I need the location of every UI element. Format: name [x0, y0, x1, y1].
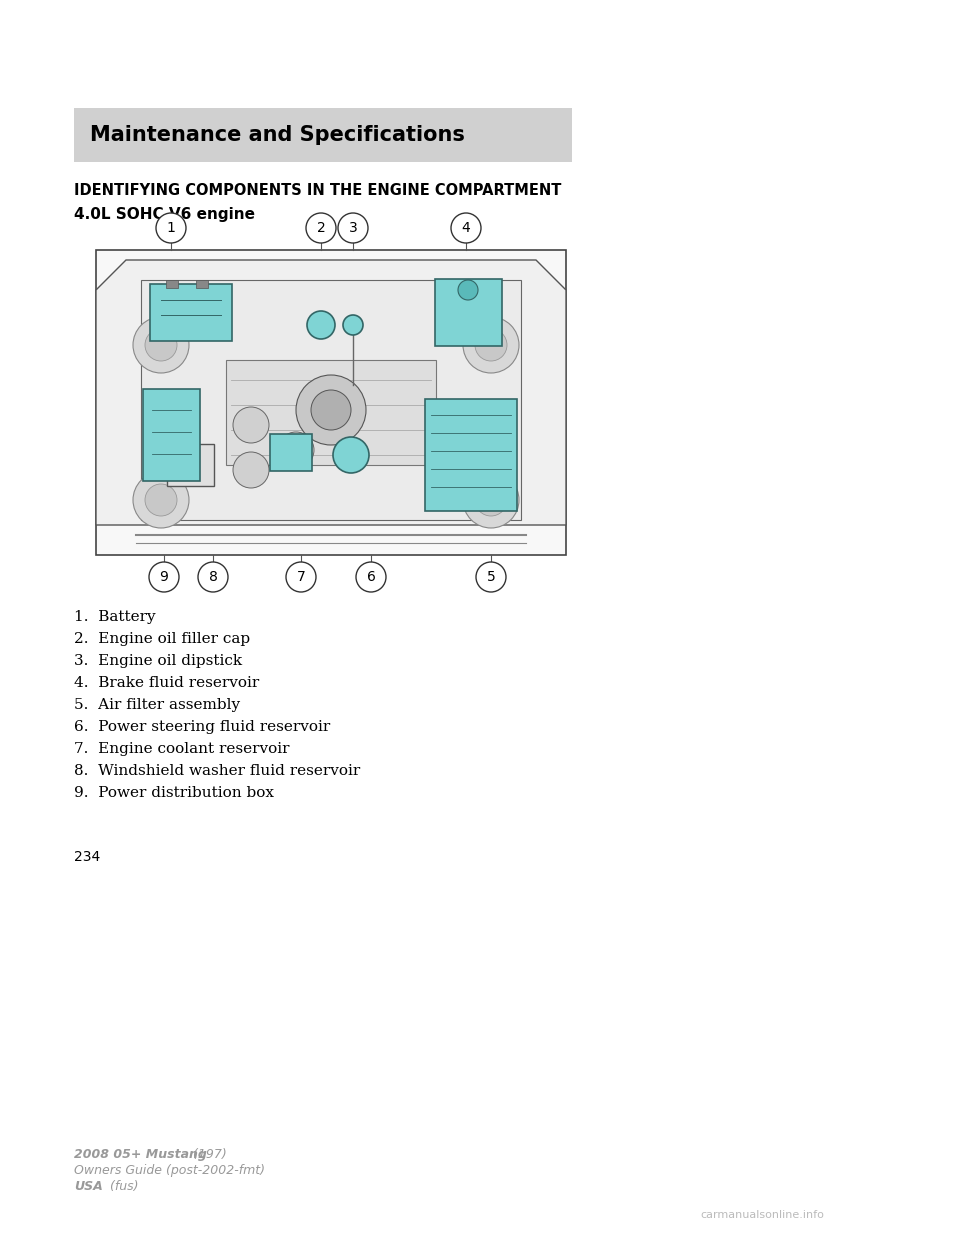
Text: 9.  Power distribution box: 9. Power distribution box	[74, 786, 274, 800]
Bar	[74, 108, 572, 161]
Circle shape	[156, 212, 186, 243]
Text: 2.  Engine oil filler cap: 2. Engine oil filler cap	[74, 632, 251, 646]
Text: (197): (197)	[189, 1148, 227, 1161]
Circle shape	[451, 212, 481, 243]
FancyBboxPatch shape	[143, 389, 200, 481]
Circle shape	[311, 390, 351, 430]
Text: 1: 1	[167, 221, 176, 235]
Circle shape	[343, 315, 363, 335]
Text: 4.0L SOHC V6 engine: 4.0L SOHC V6 engine	[74, 207, 255, 222]
Text: Maintenance and Specifications: Maintenance and Specifications	[90, 125, 465, 145]
Circle shape	[149, 561, 179, 592]
Text: USA: USA	[74, 1180, 103, 1194]
Circle shape	[476, 561, 506, 592]
Text: 7.  Engine coolant reservoir: 7. Engine coolant reservoir	[74, 741, 290, 756]
Circle shape	[333, 437, 369, 473]
Text: 5.  Air filter assembly: 5. Air filter assembly	[74, 698, 240, 712]
Circle shape	[133, 317, 189, 373]
Circle shape	[233, 452, 269, 488]
Text: 9: 9	[159, 570, 168, 584]
Circle shape	[296, 375, 366, 445]
Text: 6.  Power steering fluid reservoir: 6. Power steering fluid reservoir	[74, 720, 330, 734]
Text: carmanualsonline.info: carmanualsonline.info	[700, 1210, 824, 1220]
Circle shape	[233, 407, 269, 443]
Text: 2008 05+ Mustang: 2008 05+ Mustang	[74, 1148, 206, 1161]
Text: 234: 234	[74, 850, 100, 864]
Circle shape	[198, 561, 228, 592]
Text: 8: 8	[208, 570, 217, 584]
Bar	[166, 279, 178, 288]
Bar	[226, 360, 436, 465]
Text: 4.  Brake fluid reservoir: 4. Brake fluid reservoir	[74, 676, 259, 691]
FancyBboxPatch shape	[425, 399, 517, 510]
Text: 6: 6	[367, 570, 375, 584]
Circle shape	[475, 484, 507, 515]
Circle shape	[145, 484, 177, 515]
Circle shape	[278, 432, 314, 468]
Polygon shape	[96, 260, 566, 525]
Text: 7: 7	[297, 570, 305, 584]
Circle shape	[286, 561, 316, 592]
Circle shape	[356, 561, 386, 592]
Text: (fus): (fus)	[106, 1180, 138, 1194]
Circle shape	[463, 472, 519, 528]
Circle shape	[338, 212, 368, 243]
FancyBboxPatch shape	[150, 284, 232, 342]
Text: 3: 3	[348, 221, 357, 235]
Text: 1.  Battery: 1. Battery	[74, 610, 156, 623]
Circle shape	[475, 329, 507, 361]
Text: 8.  Windshield washer fluid reservoir: 8. Windshield washer fluid reservoir	[74, 764, 360, 777]
Circle shape	[133, 472, 189, 528]
Circle shape	[463, 317, 519, 373]
Circle shape	[307, 310, 335, 339]
Text: IDENTIFYING COMPONENTS IN THE ENGINE COMPARTMENT: IDENTIFYING COMPONENTS IN THE ENGINE COM…	[74, 183, 562, 197]
Bar	[196, 279, 208, 288]
Text: Owners Guide (post-2002-fmt): Owners Guide (post-2002-fmt)	[74, 1164, 265, 1177]
Text: 3.  Engine oil dipstick: 3. Engine oil dipstick	[74, 655, 242, 668]
Circle shape	[306, 212, 336, 243]
FancyBboxPatch shape	[167, 443, 214, 486]
Circle shape	[458, 279, 478, 301]
Text: 4: 4	[462, 221, 470, 235]
Circle shape	[145, 329, 177, 361]
Bar	[96, 250, 566, 555]
Text: 5: 5	[487, 570, 495, 584]
Bar	[141, 279, 521, 520]
FancyBboxPatch shape	[435, 279, 502, 347]
Text: 2: 2	[317, 221, 325, 235]
FancyBboxPatch shape	[270, 433, 312, 471]
